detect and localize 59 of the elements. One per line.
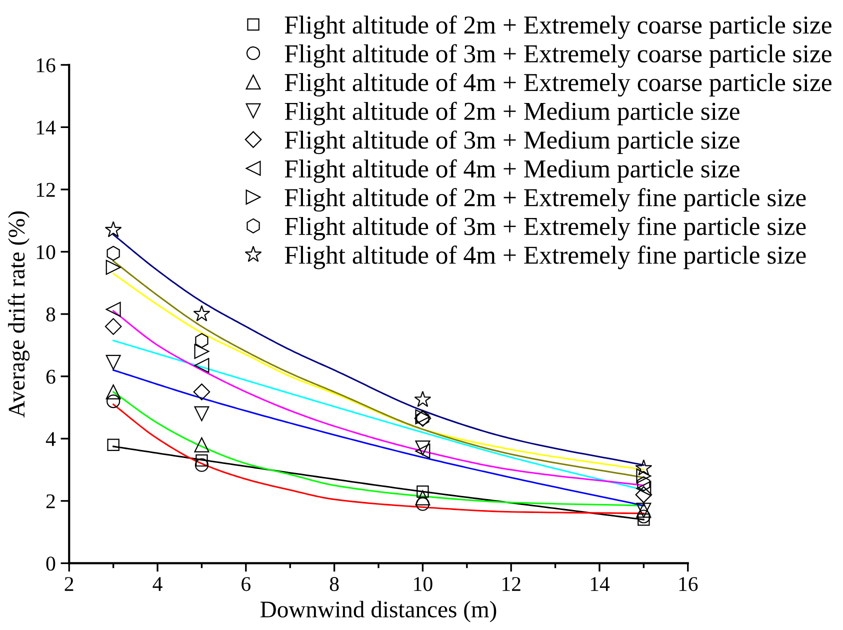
y-tick-label: 12 — [36, 182, 55, 197]
point — [194, 458, 209, 472]
y-axis-title: Average drift rate (%) — [8, 211, 30, 418]
legend-label: Flight altitude of 4m + Extremely fine particle size — [284, 246, 806, 270]
y-tick-label: 2 — [46, 494, 55, 508]
x-tick-label: 2 — [64, 577, 74, 591]
point — [194, 437, 210, 452]
point — [194, 344, 210, 359]
y-tick-label: 8 — [46, 307, 56, 322]
point — [415, 440, 430, 456]
x-tick-label: 12 — [502, 577, 520, 591]
legend-label: Flight altitude of 2m + Extremely fine particle size — [284, 188, 806, 212]
point — [635, 486, 652, 504]
y-tick-label: 4 — [46, 432, 56, 446]
legend-label: Flight altitude of 2m + Medium particle size — [284, 102, 740, 126]
point — [194, 358, 210, 373]
x-tick-label: 16 — [679, 577, 698, 592]
point — [635, 459, 652, 476]
point — [416, 497, 430, 511]
point — [194, 406, 210, 422]
x-tick-label: 10 — [414, 577, 432, 592]
point — [106, 260, 121, 275]
point — [637, 476, 650, 492]
point — [106, 246, 120, 261]
x-tick-label: 8 — [330, 577, 339, 592]
point — [414, 390, 432, 407]
point — [195, 333, 208, 348]
y-tick-label: 6 — [46, 370, 56, 384]
point — [415, 444, 430, 459]
point — [193, 305, 210, 322]
point — [196, 454, 208, 467]
y-tick-label: 10 — [36, 245, 56, 260]
point — [415, 490, 430, 506]
x-tick-label: 14 — [590, 577, 610, 591]
legend-label: Flight altitude of 2m + Extremely coarse particle size — [284, 15, 832, 40]
x-tick-label: 6 — [242, 577, 250, 592]
x-axis-title: Downwind distances (m) — [260, 600, 496, 622]
point — [106, 302, 121, 317]
point — [638, 514, 650, 526]
point — [106, 394, 120, 408]
y-tick-label: 16 — [36, 58, 56, 72]
legend-label: Flight altitude of 4m + Extremely coarse particle size — [284, 72, 832, 97]
x-tick-label: 4 — [152, 577, 162, 591]
legend-label: Flight altitude of 3m + Extremely coarse particle size — [284, 44, 832, 68]
legend-label: Flight altitude of 3m + Extremely fine particle size — [284, 216, 806, 240]
point — [636, 480, 652, 496]
point — [636, 468, 652, 484]
point — [106, 384, 121, 400]
point — [106, 354, 121, 370]
point — [416, 485, 429, 498]
point — [636, 510, 650, 524]
y-tick-label: 14 — [36, 120, 56, 134]
y-tick-label: 0 — [46, 556, 56, 571]
legend-label: Flight altitude of 3m + Medium particle size — [284, 130, 740, 154]
point — [193, 384, 210, 400]
point — [107, 438, 120, 451]
legend-label: Flight altitude of 4m + Medium particle size — [284, 159, 740, 183]
point — [104, 221, 122, 238]
point — [104, 318, 122, 335]
